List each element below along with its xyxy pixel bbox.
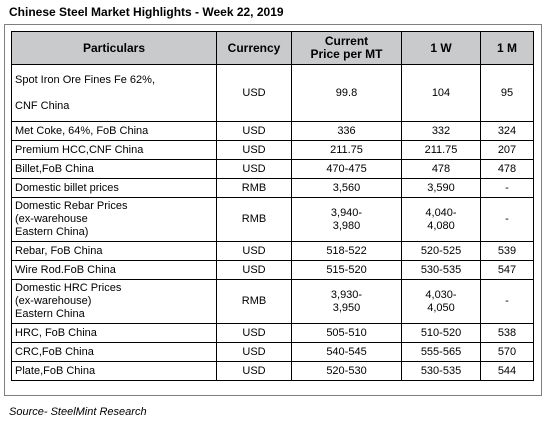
header-particulars: Particulars	[11, 31, 217, 65]
cell-1m: -	[480, 279, 534, 324]
cell-currency: USD	[216, 159, 292, 179]
cell-currency: USD	[216, 323, 292, 343]
cell-particulars: Met Coke, 64%, FoB China	[11, 121, 217, 141]
source-note: Source- SteelMint Research	[9, 406, 147, 418]
table-row: Wire Rod.FoB China USD 515-520 530-535 547	[11, 260, 534, 280]
cell-1m: 324	[480, 121, 534, 141]
cell-1w: 211.75	[401, 140, 481, 160]
page-title: Chinese Steel Market Highlights - Week 2…	[9, 5, 284, 19]
cell-current-price: 99.8	[291, 64, 402, 122]
cell-particulars: Domestic billet prices	[11, 178, 217, 198]
header-1w: 1 W	[401, 31, 481, 65]
cell-1m: 544	[480, 361, 534, 381]
cell-1m: 547	[480, 260, 534, 280]
table-header-row: Particulars Currency Current Price per M…	[11, 31, 534, 65]
cell-1m: -	[480, 197, 534, 242]
cell-1m: 539	[480, 241, 534, 261]
cell-1w: 4,040- 4,080	[401, 197, 481, 242]
cell-current-price: 3,930- 3,950	[291, 279, 402, 324]
header-1m: 1 M	[480, 31, 534, 65]
cell-current-price: 3,560	[291, 178, 402, 198]
cell-currency: USD	[216, 121, 292, 141]
cell-particulars: Domestic HRC Prices (ex-warehouse) Easte…	[11, 279, 217, 324]
cell-currency: RMB	[216, 197, 292, 242]
cell-1m: 95	[480, 64, 534, 122]
cell-1m: -	[480, 178, 534, 198]
cell-particulars: Plate,FoB China	[11, 361, 217, 381]
table-row: HRC, FoB China USD 505-510 510-520 538	[11, 323, 534, 343]
cell-1m: 538	[480, 323, 534, 343]
cell-currency: USD	[216, 140, 292, 160]
cell-current-price: 3,940- 3,980	[291, 197, 402, 242]
cell-currency: RMB	[216, 279, 292, 324]
header-current-price: Current Price per MT	[291, 31, 402, 65]
cell-1w: 530-535	[401, 361, 481, 381]
cell-current-price: 515-520	[291, 260, 402, 280]
table-row: Domestic billet prices RMB 3,560 3,590-	[11, 178, 534, 198]
table-row: Domestic Rebar Prices (ex-warehouse East…	[11, 197, 534, 242]
cell-currency: USD	[216, 241, 292, 261]
cell-current-price: 518-522	[291, 241, 402, 261]
cell-currency: RMB	[216, 178, 292, 198]
cell-1m: 478	[480, 159, 534, 179]
table-row: Rebar, FoB China USD 518-522 520-525 539	[11, 241, 534, 261]
header-currency: Currency	[216, 31, 292, 65]
cell-1w: 3,590	[401, 178, 481, 198]
table-row: Spot Iron Ore Fines Fe 62%, CNF China USD…	[11, 64, 534, 122]
cell-current-price: 211.75	[291, 140, 402, 160]
cell-particulars: CRC,FoB China	[11, 342, 217, 362]
cell-currency: USD	[216, 361, 292, 381]
cell-current-price: 540-545	[291, 342, 402, 362]
cell-particulars: Spot Iron Ore Fines Fe 62%, CNF China	[11, 64, 217, 122]
cell-1w: 520-525	[401, 241, 481, 261]
cell-currency: USD	[216, 260, 292, 280]
cell-particulars: Domestic Rebar Prices (ex-warehouse East…	[11, 197, 217, 242]
cell-current-price: 470-475	[291, 159, 402, 179]
cell-particulars: Rebar, FoB China	[11, 241, 217, 261]
cell-particulars: Billet,FoB China	[11, 159, 217, 179]
price-table: Particulars Currency Current Price per M…	[11, 31, 534, 381]
cell-1w: 530-535	[401, 260, 481, 280]
cell-current-price: 505-510	[291, 323, 402, 343]
cell-1w: 478	[401, 159, 481, 179]
cell-particulars: Wire Rod.FoB China	[11, 260, 217, 280]
cell-current-price: 520-530	[291, 361, 402, 381]
cell-1m: 207	[480, 140, 534, 160]
cell-currency: USD	[216, 342, 292, 362]
cell-1w: 510-520	[401, 323, 481, 343]
cell-1w: 104	[401, 64, 481, 122]
table-row: Domestic HRC Prices (ex-warehouse) Easte…	[11, 279, 534, 324]
table-panel: Particulars Currency Current Price per M…	[4, 24, 542, 396]
table-row: Plate,FoB China USD 520-530 530-535 544	[11, 361, 534, 381]
cell-particulars: Premium HCC,CNF China	[11, 140, 217, 160]
cell-1w: 4,030- 4,050	[401, 279, 481, 324]
table-row: Premium HCC,CNF China USD 211.75 211.75 207	[11, 140, 534, 160]
cell-current-price: 336	[291, 121, 402, 141]
cell-1w: 555-565	[401, 342, 481, 362]
table-row: Met Coke, 64%, FoB China USD 336 332 324	[11, 121, 534, 141]
cell-particulars: HRC, FoB China	[11, 323, 217, 343]
cell-1w: 332	[401, 121, 481, 141]
table-row: Billet,FoB China USD 470-475 478 478	[11, 159, 534, 179]
cell-currency: USD	[216, 64, 292, 122]
cell-1m: 570	[480, 342, 534, 362]
table-row: CRC,FoB China USD 540-545 555-565 570	[11, 342, 534, 362]
